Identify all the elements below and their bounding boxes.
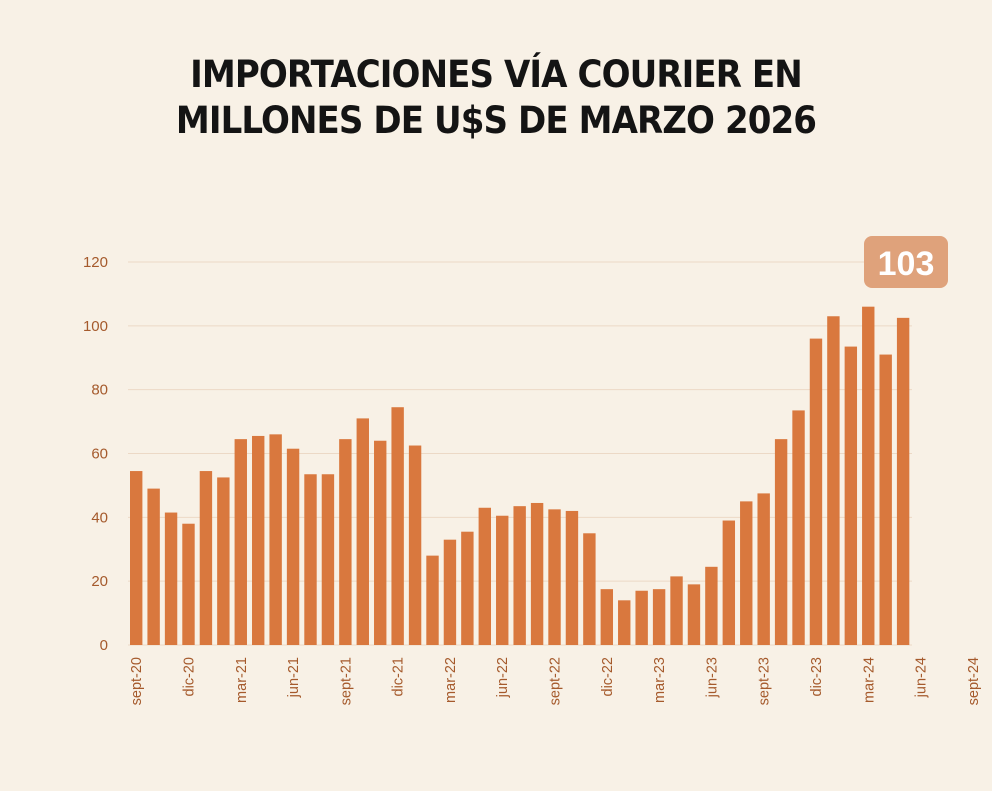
bar-oct-20 [147,488,160,645]
bar-oct-22 [565,510,579,645]
chart-title: IMPORTACIONES VÍA COURIER EN MILLONES DE… [40,52,953,144]
x-tick-label: sept-23 [757,657,773,705]
bar-feb-21 [217,477,230,645]
bar-abr-22 [461,531,474,645]
x-tick-label: mar-22 [443,657,459,703]
bar-oct-21 [356,418,369,645]
x-tick-label: sept-22 [548,657,564,705]
bar-mar-23 [652,589,666,645]
x-tick-label: sept-21 [338,657,354,705]
bar-jul-22 [513,506,526,645]
bar-oct-23 [774,439,788,645]
bar-nov-21 [374,440,387,645]
bar-ago-23 [740,501,753,645]
x-tick-label: jun-22 [495,657,511,698]
callout-badge [864,236,948,288]
bar-may-21 [269,434,282,645]
x-tick-label: dic-20 [181,657,197,697]
bar-nov-23 [792,410,805,645]
callout-value: 103 [878,245,935,283]
chart-title-line-2: MILLONES DE U$S DE MARZO 2026 [175,99,817,142]
bar-sept-22 [548,509,561,645]
y-tick-label: 100 [83,318,108,335]
bar-dic-23 [809,338,823,645]
bar-jun-23 [705,566,718,645]
y-tick-label: 120 [83,254,108,271]
bar-sept-23 [757,493,770,645]
bar-abr-24 [879,354,892,645]
bar-dic-21 [391,407,404,645]
y-tick-label: 80 [91,382,108,399]
x-tick-label: jun-24 [914,657,930,698]
y-tick-label: 40 [91,509,108,526]
y-tick-label: 0 [100,637,108,654]
x-tick-label: dic-21 [391,657,407,697]
bar-mar-24 [862,306,875,645]
x-tick-label: mar-21 [234,657,250,703]
bar-feb-23 [635,590,648,645]
bar-mar-22 [443,539,457,645]
bar-sept-21 [339,439,352,645]
x-axis-ticks: sept-20 dic-20 mar-21 jun-21 sept-21 dic-21 ma… [129,657,982,705]
bar-may-24 [896,317,910,645]
y-tick-label: 20 [91,573,108,590]
y-axis-ticks: 0 20 40 60 80 100 120 [83,254,108,654]
x-tick-label: jun-23 [704,657,720,698]
x-tick-label: jun-21 [286,657,302,698]
x-tick-label: mar-23 [652,657,668,703]
bar-mar-21 [234,439,247,645]
x-tick-label: mar-24 [861,657,877,703]
bar-feb-22 [426,555,439,645]
bar-jul-23 [722,520,736,645]
bar-ene-22 [408,445,422,645]
bar-ago-22 [530,502,544,645]
bar-ene-23 [618,600,631,645]
bar-may-23 [687,584,701,645]
bar-dic-22 [600,589,614,645]
value-callout: 103 [864,236,948,288]
bar-ago-21 [321,474,335,645]
bar-ene-21 [199,471,213,645]
chart-title-line-1: IMPORTACIONES VÍA COURIER EN [190,53,803,96]
x-tick-label: sept-20 [129,657,145,705]
bar-jul-21 [304,474,317,645]
x-tick-label: sept-24 [966,657,982,705]
bars [130,306,910,645]
bar-jun-22 [496,515,509,645]
bar-dic-20 [182,523,195,645]
bar-jun-21 [286,448,300,645]
bar-may-22 [478,507,491,645]
bar-feb-24 [844,346,858,645]
bar-nov-22 [583,533,596,645]
x-tick-label: dic-22 [600,657,616,697]
bar-ene-24 [827,316,840,645]
bar-nov-20 [164,512,178,645]
bar-abr-23 [670,576,683,645]
x-tick-label: dic-23 [809,657,825,697]
bar-abr-21 [252,435,265,645]
bar-sept-20 [130,471,143,645]
y-tick-label: 60 [91,446,108,463]
